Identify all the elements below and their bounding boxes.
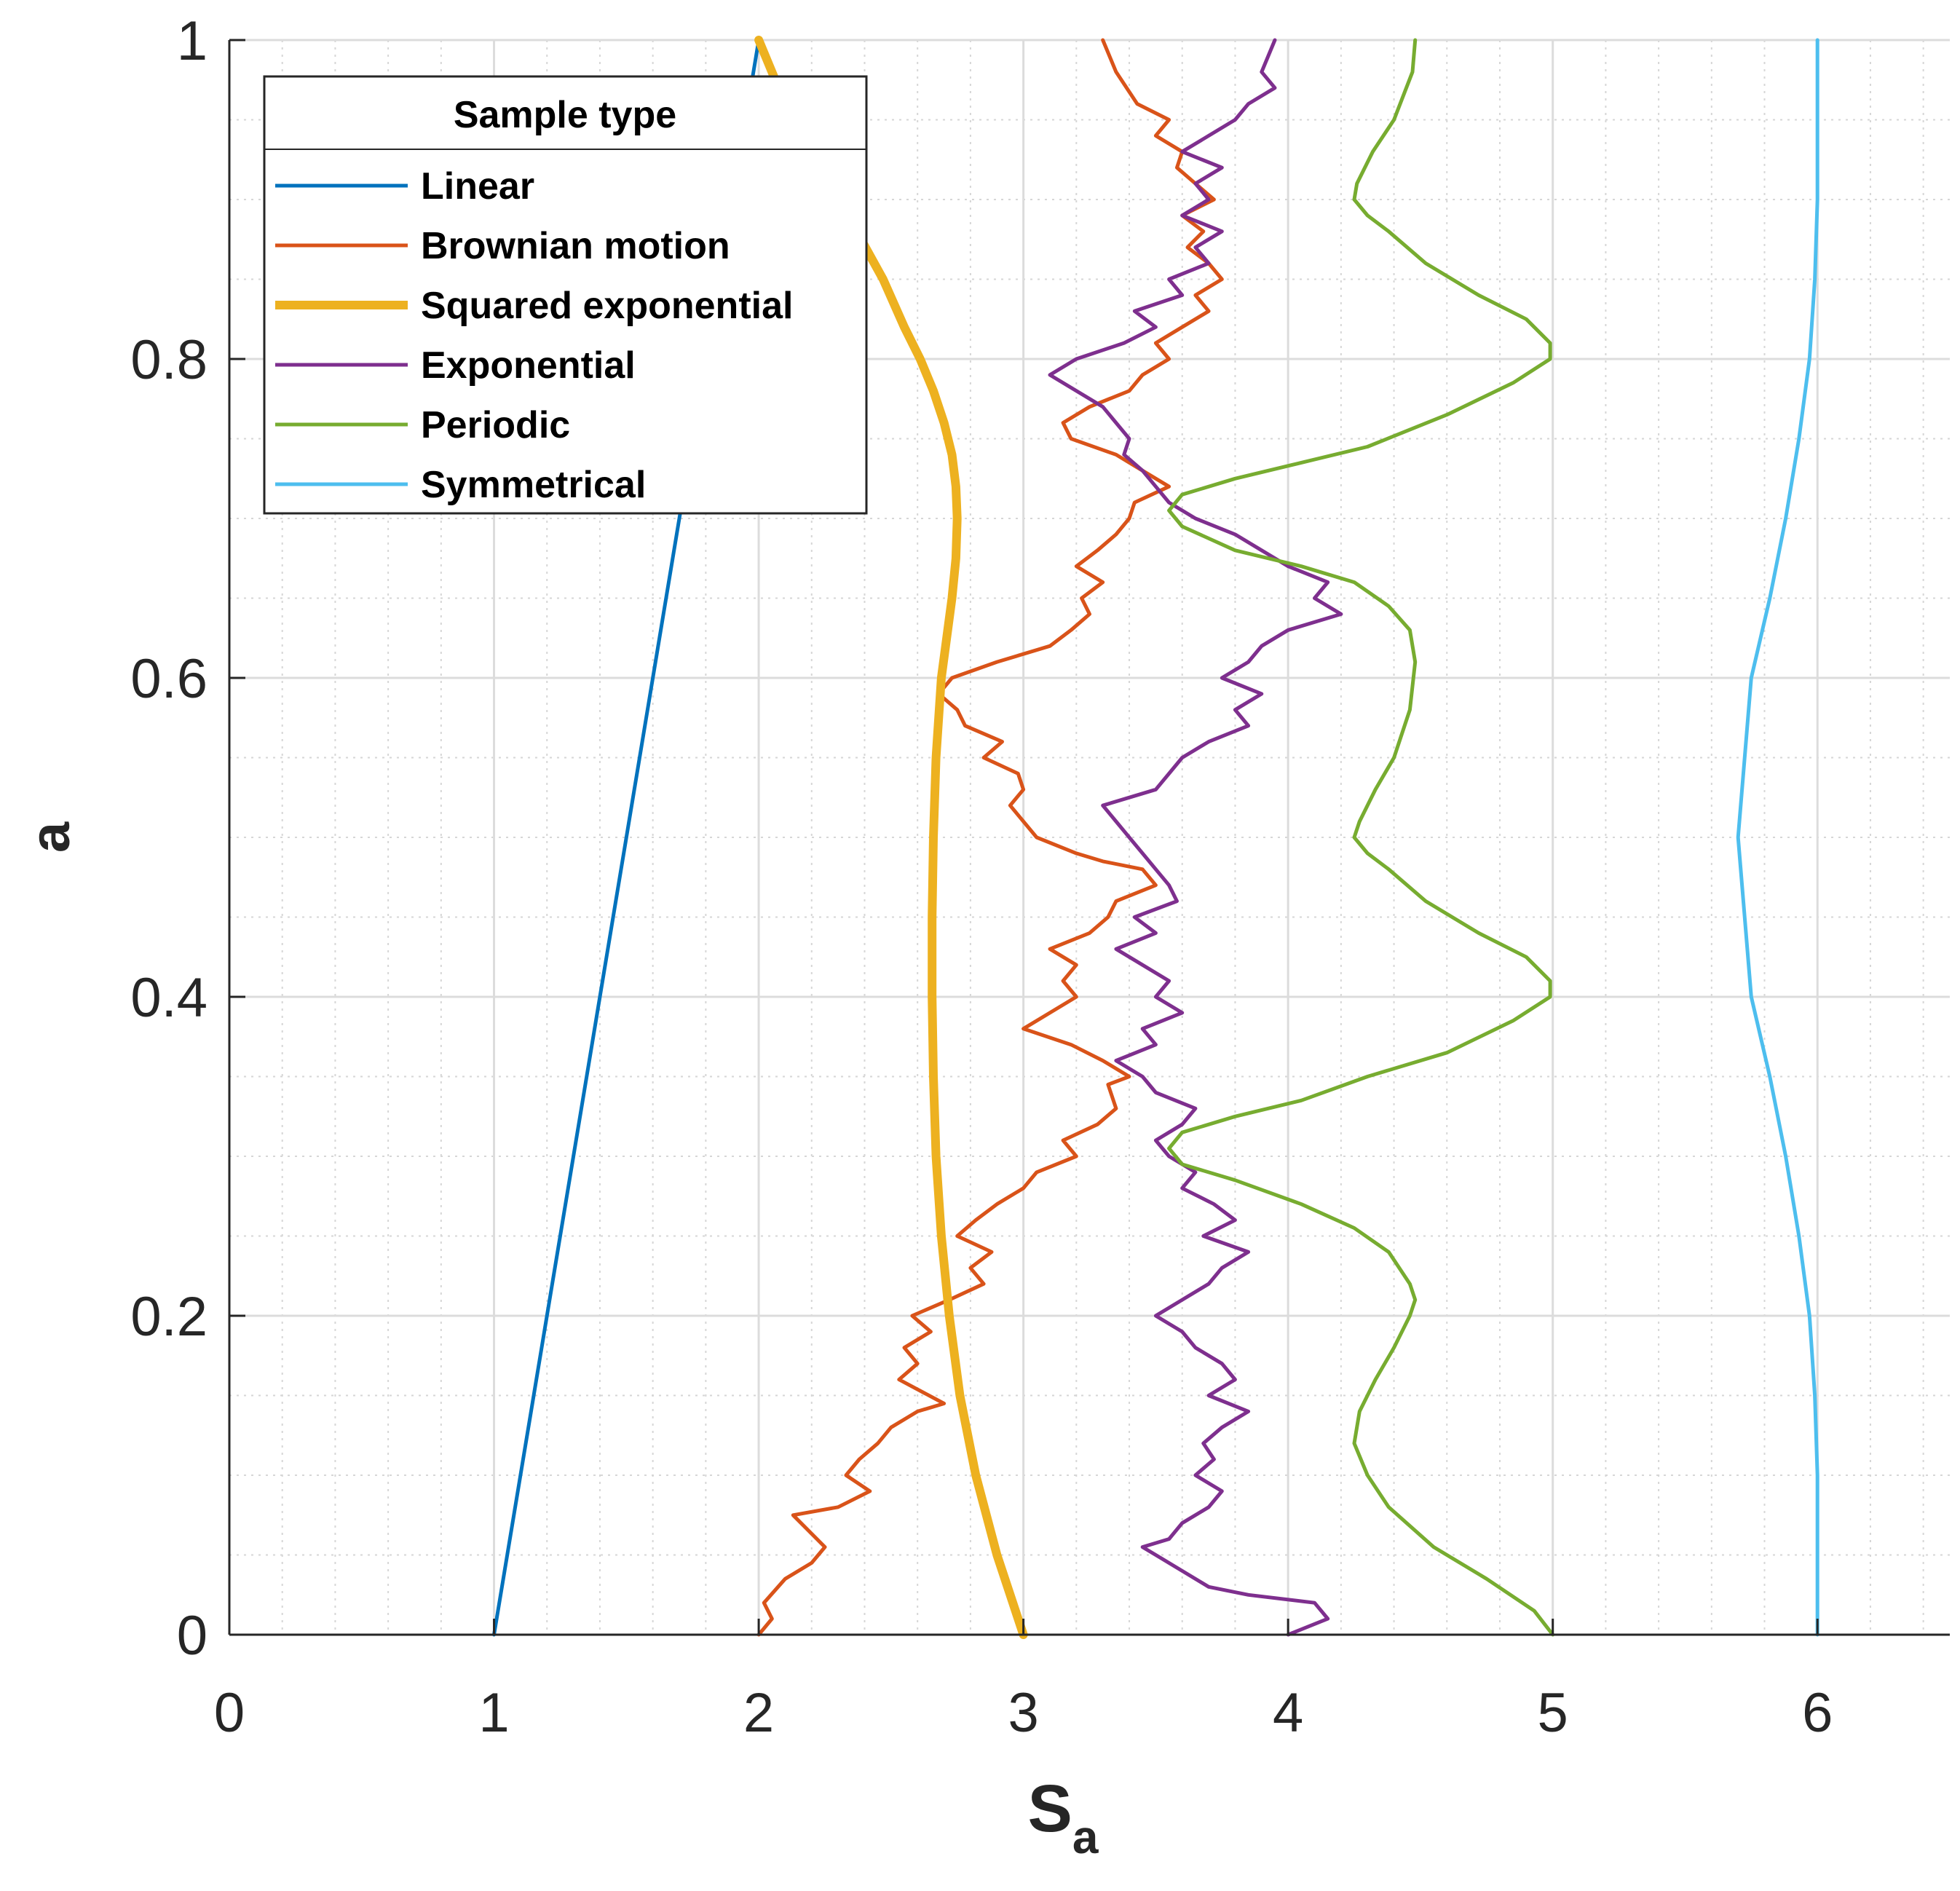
x-tick-label: 3 (1008, 1682, 1038, 1744)
legend-label-squared-exponential: Squared exponential (421, 285, 793, 327)
x-axis-label-subscript: a (1072, 1811, 1099, 1863)
major-grid (229, 39, 1950, 1635)
legend: Sample type Linear Brownian motion Squared… (263, 75, 868, 515)
series-layer (492, 36, 1819, 1639)
series-line-periodic (1167, 38, 1555, 1637)
y-tick-label: 0.2 (130, 1286, 208, 1348)
legend-label-periodic: Periodic (421, 404, 570, 446)
y-tick-label: 0.6 (130, 648, 208, 710)
legend-label-brownian-motion: Brownian motion (421, 225, 730, 267)
x-tick-label: 6 (1802, 1682, 1833, 1744)
series-line-symmetrical (1736, 38, 1819, 1637)
y-tick-label: 1 (177, 10, 208, 72)
legend-label-linear: Linear (421, 165, 534, 208)
series-line-brownian-motion (756, 38, 1224, 1637)
minor-grid (229, 40, 1950, 1635)
legend-items: Linear Brownian motion Squared exponential… (275, 165, 793, 506)
legend-title: Sample type (454, 94, 676, 136)
legend-label-exponential: Exponential (421, 344, 636, 387)
x-tick-label: 1 (478, 1682, 509, 1744)
x-tick-label: 2 (743, 1682, 774, 1744)
y-tick-label: 0.4 (130, 967, 208, 1029)
y-tick-label: 0 (177, 1605, 208, 1667)
y-tick-labels: 0 0.2 0.4 0.6 0.8 1 (130, 10, 245, 1667)
x-tick-label: 4 (1273, 1682, 1303, 1744)
y-tick-label: 0.8 (130, 329, 208, 391)
x-axis-label-main: S (1028, 1772, 1072, 1846)
x-axis-label: Sa (1028, 1772, 1099, 1863)
series-line-squared-exponential (754, 36, 1028, 1639)
series-line-exponential (1048, 38, 1343, 1637)
x-tick-label: 0 (214, 1682, 245, 1744)
axes (228, 40, 1950, 1636)
x-tick-labels: 0 1 2 3 4 5 6 (214, 1619, 1833, 1744)
x-tick-label: 5 (1538, 1682, 1568, 1744)
y-axis-label: a (20, 821, 82, 853)
legend-label-symmetrical: Symmetrical (421, 464, 646, 506)
